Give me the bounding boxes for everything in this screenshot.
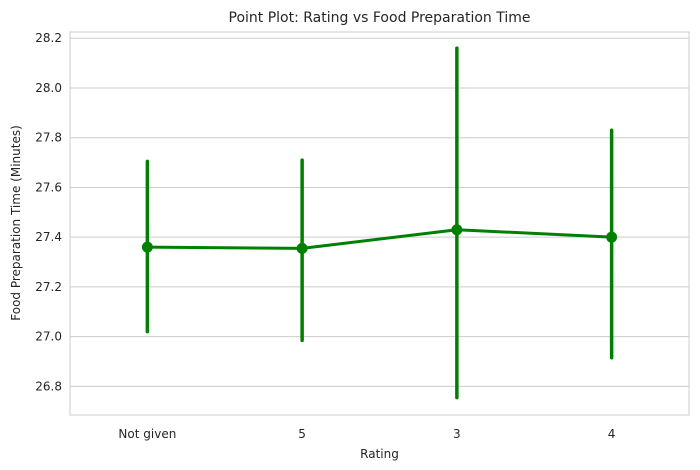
y-tick-label: 27.8 — [35, 131, 62, 145]
y-tick-label: 27.2 — [35, 280, 62, 294]
y-tick-label: 28.0 — [35, 81, 62, 95]
chart-title: Point Plot: Rating vs Food Preparation T… — [229, 10, 531, 26]
y-tick-label: 27.0 — [35, 330, 62, 344]
y-tick-label: 27.6 — [35, 180, 62, 194]
y-tick-label: 26.8 — [35, 379, 62, 393]
x-tick-label: Not given — [118, 427, 176, 441]
y-tick-label: 27.4 — [35, 230, 62, 244]
plot-frame — [69, 31, 690, 416]
x-axis-label: Rating — [360, 447, 399, 461]
y-axis-label: Food Preparation Time (Minutes) — [9, 125, 23, 321]
data-point — [606, 231, 618, 243]
y-tick-label: 28.2 — [35, 31, 62, 45]
data-point — [296, 242, 308, 254]
data-points — [141, 224, 618, 254]
grid-lines — [70, 37, 689, 387]
error-bars — [145, 46, 614, 400]
x-tick-label: 3 — [453, 427, 461, 441]
data-point — [451, 224, 463, 236]
x-tick-label: 4 — [608, 427, 616, 441]
data-point — [141, 241, 153, 253]
x-tick-label: 5 — [298, 427, 306, 441]
series-line — [147, 228, 612, 250]
y-tick-labels: 26.8 27.0 27.2 27.4 27.6 27.8 28.0 28.2 — [35, 31, 62, 393]
x-tick-labels: Not given 5 3 4 — [118, 427, 615, 441]
series-line-layer — [147, 228, 612, 250]
